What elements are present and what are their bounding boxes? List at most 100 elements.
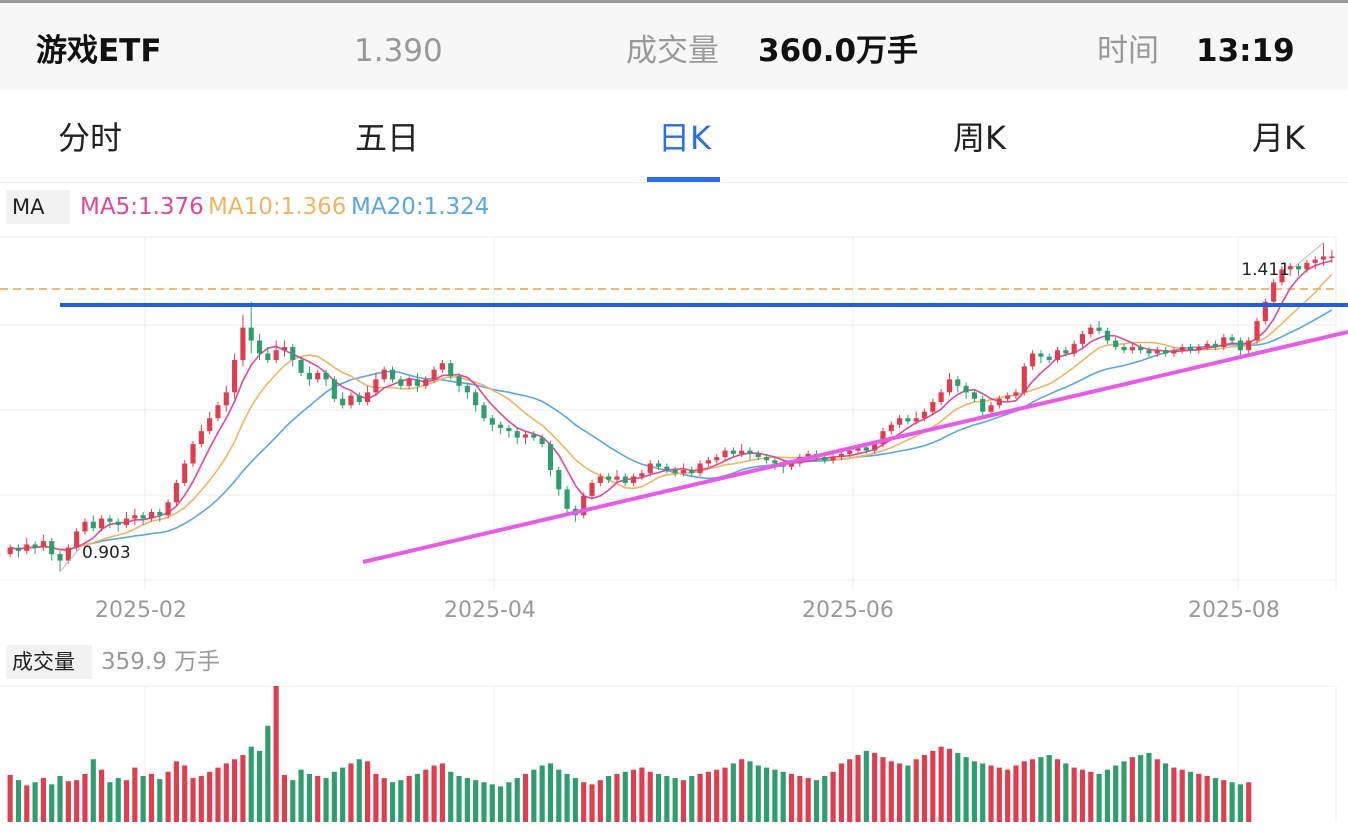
- candle: [888, 421, 894, 435]
- volume-bar: [40, 778, 46, 822]
- candle-body: [606, 476, 612, 480]
- tab-daily-k[interactable]: 日K: [658, 119, 711, 157]
- volume-bar: [589, 784, 595, 822]
- candle-body: [107, 518, 113, 522]
- volume-bar: [281, 774, 288, 822]
- candle-body: [7, 547, 13, 555]
- volume-bar: [955, 752, 961, 822]
- tab-intraday[interactable]: 分时: [58, 119, 123, 157]
- volume-bar: [1038, 757, 1044, 822]
- volume-bar: [148, 773, 155, 822]
- volume-bar: [1063, 763, 1069, 822]
- candle-body: [1096, 327, 1102, 331]
- tab-monthly-k[interactable]: 月K: [1252, 119, 1305, 157]
- candle-body: [49, 541, 55, 555]
- candle: [1021, 363, 1027, 396]
- volume-bar: [115, 778, 121, 822]
- candle: [755, 450, 761, 461]
- candle: [622, 473, 628, 487]
- candle-body: [1046, 356, 1052, 360]
- candle: [448, 359, 454, 380]
- volume-bar: [863, 750, 869, 822]
- candle-body: [223, 392, 229, 406]
- candle: [1129, 343, 1135, 354]
- candle: [1054, 347, 1061, 364]
- candle-body: [1320, 256, 1327, 260]
- volume-bar: [606, 775, 612, 822]
- candle: [340, 392, 346, 409]
- candle: [564, 486, 570, 516]
- candle-body: [938, 392, 944, 403]
- volume-bar: [207, 771, 213, 822]
- volume-bar: [597, 780, 603, 822]
- volume-bar: [99, 769, 105, 822]
- volume-chart[interactable]: [0, 680, 1348, 825]
- volume-bar: [547, 763, 554, 822]
- candle-body: [232, 359, 238, 393]
- candle: [32, 541, 38, 555]
- candle: [1113, 337, 1119, 351]
- candle-body: [90, 521, 96, 529]
- volume-bar: [930, 750, 936, 822]
- tab-five-day[interactable]: 五日: [355, 119, 420, 157]
- candle: [971, 389, 977, 403]
- low-marker-leader: [59, 547, 81, 572]
- candle: [1312, 256, 1318, 270]
- candle: [207, 411, 213, 435]
- volume-bar: [473, 780, 479, 822]
- volume-bar: [1096, 773, 1102, 822]
- candle: [705, 457, 711, 467]
- candle: [1212, 340, 1219, 351]
- candle: [265, 347, 271, 364]
- candle-body: [498, 424, 504, 428]
- candle: [522, 431, 529, 445]
- candle: [1146, 347, 1152, 357]
- candle-body: [157, 512, 163, 516]
- candle-body: [1196, 347, 1202, 351]
- candle: [1104, 327, 1110, 344]
- candle-body: [1146, 350, 1152, 354]
- ma-indicator-chip[interactable]: MA: [6, 190, 70, 224]
- candle-body: [1279, 269, 1285, 283]
- volume-bar: [1104, 769, 1110, 822]
- volume-bar: [531, 769, 537, 822]
- candle: [107, 515, 113, 529]
- candle-body: [198, 431, 204, 445]
- volume-bar: [680, 780, 687, 822]
- candle-body: [556, 469, 562, 490]
- volume-bar: [290, 780, 296, 822]
- candle-body: [57, 554, 63, 561]
- candle: [639, 469, 645, 480]
- volume-bar: [423, 769, 429, 822]
- tab-weekly-k[interactable]: 周K: [953, 119, 1006, 157]
- candle-body: [955, 379, 961, 386]
- candlestick-chart[interactable]: 1.411 0.903: [0, 225, 1348, 590]
- volume-bar: [1030, 759, 1036, 822]
- candle: [1005, 392, 1011, 403]
- candle-body: [1229, 337, 1235, 341]
- candle-body: [946, 379, 953, 393]
- candle-body: [439, 363, 445, 370]
- candle-body: [348, 395, 354, 406]
- candle-body: [888, 424, 894, 432]
- candle-body: [256, 340, 263, 354]
- volume-indicator-chip[interactable]: 成交量: [6, 645, 92, 679]
- volume-bar: [614, 773, 620, 822]
- volume-bar: [323, 778, 329, 822]
- candle-body: [82, 521, 88, 532]
- candle: [1079, 330, 1086, 348]
- top-border: [0, 0, 1348, 3]
- candle-body: [714, 457, 720, 461]
- candle: [963, 382, 969, 399]
- candle-body: [448, 363, 454, 377]
- volume-bar: [140, 775, 146, 822]
- volume-bar: [232, 759, 238, 822]
- high-marker-leader: [1292, 242, 1324, 269]
- volume-bar: [755, 765, 761, 822]
- candle-body: [281, 347, 288, 351]
- candle: [198, 424, 204, 448]
- candle: [423, 376, 429, 390]
- candle: [506, 424, 512, 438]
- candle: [1271, 279, 1277, 305]
- candle: [373, 372, 379, 396]
